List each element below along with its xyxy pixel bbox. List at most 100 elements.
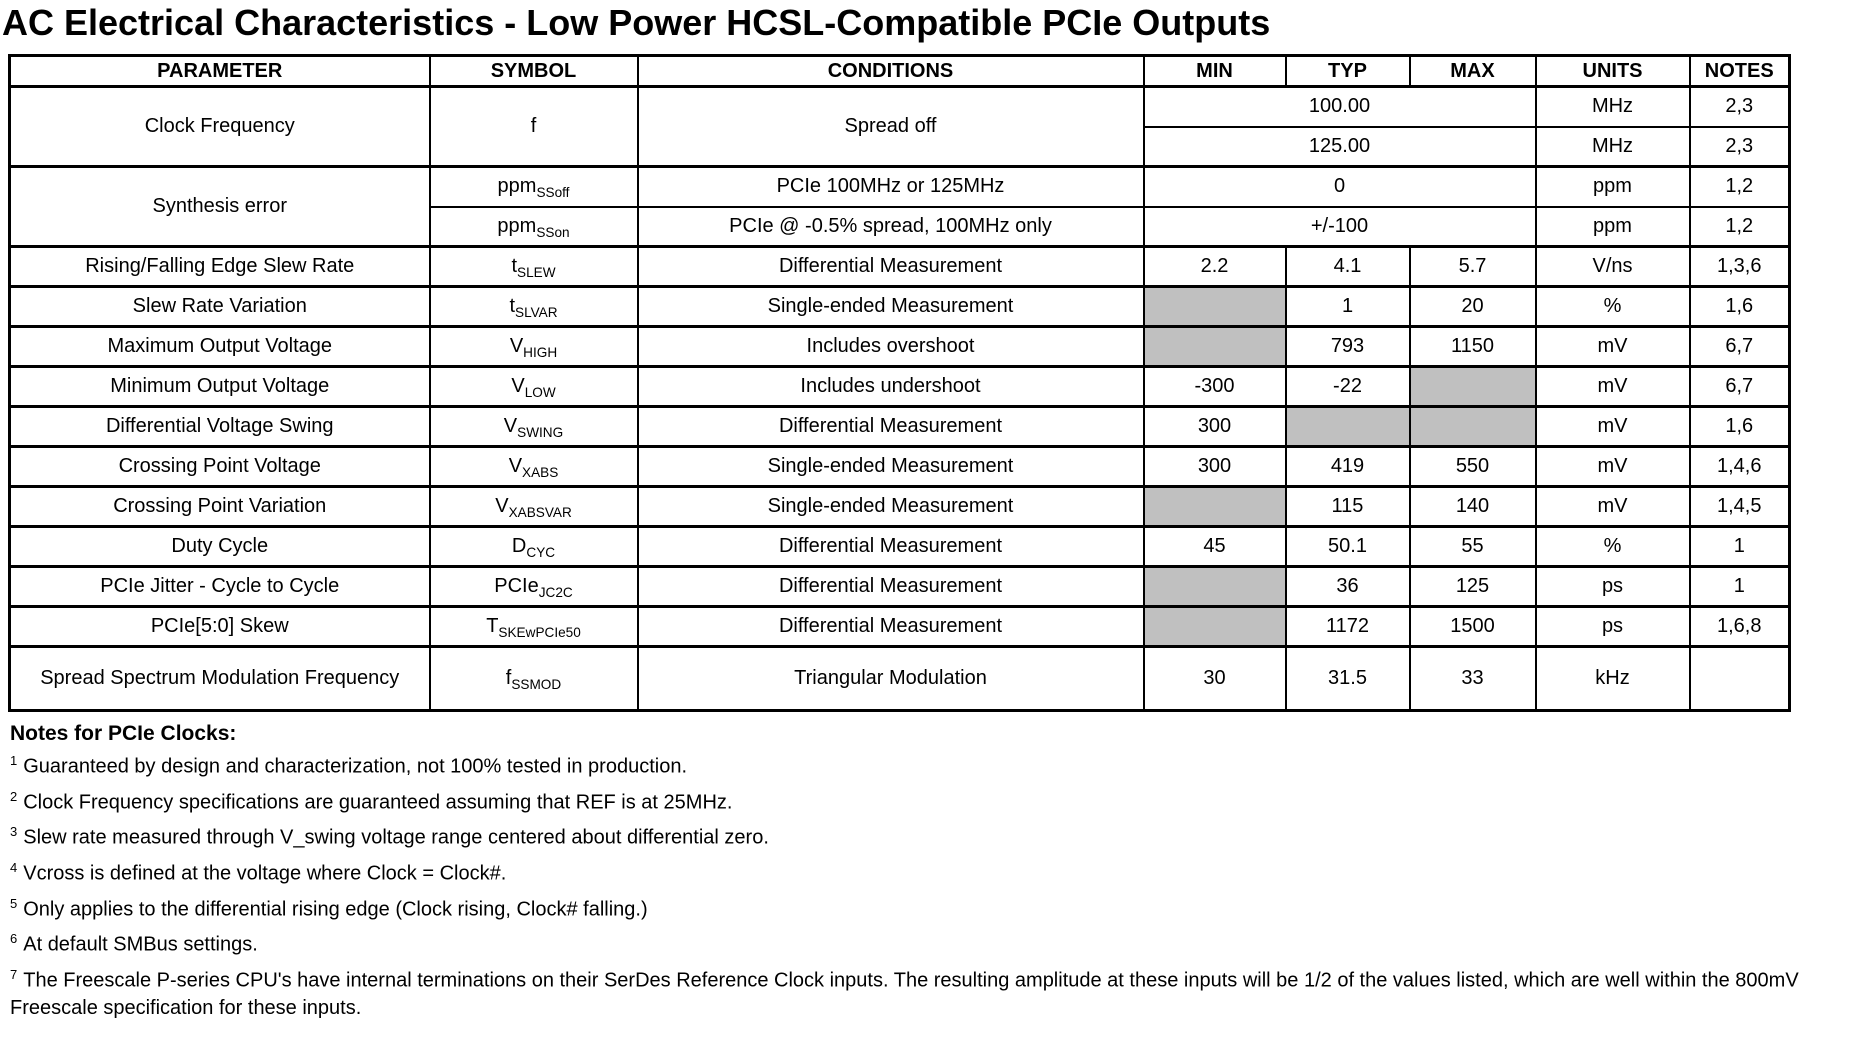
typ-cell: 1172 [1284,605,1411,648]
typ-cell: 36 [1284,565,1411,608]
table-row-min-output-voltage: Minimum Output Voltage VLOW Includes und… [8,365,1791,408]
symbol-cell: ppmSSoff [428,165,639,208]
parameter-cell: Crossing Point Voltage [8,445,431,488]
col-header-units: UNITS [1534,54,1691,88]
table-row-max-output-voltage: Maximum Output Voltage VHIGH Includes ov… [8,325,1791,368]
notes-cell: 6,7 [1688,365,1791,408]
symbol-cell: tSLEW [428,245,639,288]
typ-cell: 419 [1284,445,1411,488]
note-number: 3 [10,824,18,840]
col-header-typ: TYP [1284,54,1411,88]
table-row-slew-rate-variation: Slew Rate Variation tSLVAR Single-ended … [8,285,1791,328]
min-cell-shaded [1142,485,1287,528]
min-cell: 30 [1142,645,1287,712]
typ-cell: 115 [1284,485,1411,528]
symbol-cell: VXABS [428,445,639,488]
conditions-cell: PCIe 100MHz or 125MHz [636,165,1145,208]
notes-cell: 1 [1688,565,1791,608]
note-1: 1 Guaranteed by design and characterizati… [10,752,1840,781]
parameter-cell: Duty Cycle [8,525,431,568]
symbol-cell: VLOW [428,365,639,408]
value-cell: 0 [1142,165,1537,208]
conditions-cell: Triangular Modulation [636,645,1145,712]
note-3: 3 Slew rate measured through V_swing volt… [10,823,1840,852]
units-cell: % [1534,525,1691,568]
units-cell: mV [1534,365,1691,408]
notes-cell: 2,3 [1688,85,1791,128]
symbol-cell: VXABSVAR [428,485,639,528]
notes-cell: 1 [1688,525,1791,568]
note-6: 6 At default SMBus settings. [10,930,1840,959]
table-row-pcie-jitter: PCIe Jitter - Cycle to Cycle PCIeJC2C Di… [8,565,1791,608]
parameter-cell: Maximum Output Voltage [8,325,431,368]
notes-cell: 1,2 [1688,205,1791,248]
parameter-cell: PCIe[5:0] Skew [8,605,431,648]
min-cell-shaded [1142,605,1287,648]
max-cell: 140 [1408,485,1537,528]
units-cell: MHz [1534,85,1691,128]
table-row-clock-frequency-125: 125.00 MHz 2,3 [10,125,1791,168]
symbol-cell: ppmSSon [428,205,639,248]
parameter-cell: Differential Voltage Swing [8,405,431,448]
max-cell: 1500 [1408,605,1537,648]
note-2: 2 Clock Frequency specifications are guar… [10,788,1840,817]
header-row: PARAMETER SYMBOL CONDITIONS MIN TYP MAX … [8,54,1791,88]
min-cell: 45 [1142,525,1287,568]
table-row-differential-voltage-swing: Differential Voltage Swing VSWING Differ… [8,405,1791,448]
table-row-duty-cycle: Duty Cycle DCYC Differential Measurement… [8,525,1791,568]
typ-cell: -22 [1284,365,1411,408]
table-row-synthesis-error-sson: ppmSSon PCIe @ -0.5% spread, 100MHz only… [10,205,1791,248]
symbol-cell: fSSMOD [428,645,639,712]
parameter-cell: Crossing Point Variation [8,485,431,528]
note-text: Guaranteed by design and characterizatio… [23,755,688,778]
symbol-cell: f [428,85,639,168]
notes-cell: 1,3,6 [1688,245,1791,288]
min-cell: 300 [1142,445,1287,488]
note-number: 6 [10,931,18,947]
conditions-cell: Differential Measurement [636,605,1145,648]
note-text: Slew rate measured through V_swing volta… [23,826,769,849]
notes-cell: 6,7 [1688,325,1791,368]
symbol-cell: VHIGH [428,325,639,368]
units-cell: mV [1534,485,1691,528]
notes-section: Notes for PCIe Clocks: 1 Guaranteed by de… [10,722,1840,1022]
table-row-crossing-point-variation: Crossing Point Variation VXABSVAR Single… [8,485,1791,528]
min-cell: -300 [1142,365,1287,408]
units-cell: ppm [1534,205,1691,248]
table-row-pcie-skew: PCIe[5:0] Skew TSKEwPCIe50 Differential … [8,605,1791,648]
table-row-ssmod-frequency: Spread Spectrum Modulation Frequency fSS… [8,645,1791,712]
value-cell: 100.00 [1142,85,1537,128]
parameter-cell: Clock Frequency [8,85,431,168]
notes-cell: 2,3 [1688,125,1791,168]
col-header-min: MIN [1142,54,1287,88]
col-header-max: MAX [1408,54,1537,88]
note-number: 1 [10,753,18,768]
symbol-cell: tSLVAR [428,285,639,328]
max-cell: 125 [1408,565,1537,608]
typ-cell: 50.1 [1284,525,1411,568]
units-cell: mV [1534,445,1691,488]
table-row-synthesis-error-ssoff: Synthesis error ppmSSoff PCIe 100MHz or … [8,165,1791,248]
typ-cell: 793 [1284,325,1411,368]
col-header-parameter: PARAMETER [8,54,431,88]
table-row-clock-frequency-100: Clock Frequency f Spread off 100.00 MHz … [8,85,1791,168]
typ-cell-shaded [1284,405,1411,448]
typ-cell: 4.1 [1284,245,1411,288]
conditions-cell: Differential Measurement [636,405,1145,448]
conditions-cell: Differential Measurement [636,525,1145,568]
ac-characteristics-table: PARAMETER SYMBOL CONDITIONS MIN TYP MAX … [8,54,1791,712]
table-row-slew-rate: Rising/Falling Edge Slew Rate tSLEW Diff… [8,245,1791,288]
note-text: Clock Frequency specifications are guara… [23,791,733,814]
units-cell: mV [1534,325,1691,368]
units-cell: MHz [1534,125,1691,168]
conditions-cell: Single-ended Measurement [636,285,1145,328]
units-cell: kHz [1534,645,1691,712]
units-cell: ps [1534,565,1691,608]
max-cell: 55 [1408,525,1537,568]
parameter-cell: Slew Rate Variation [8,285,431,328]
conditions-cell: Differential Measurement [636,565,1145,608]
notes-cell [1688,645,1791,712]
note-number: 7 [10,966,18,982]
units-cell: V/ns [1534,245,1691,288]
parameter-cell: Synthesis error [8,165,431,248]
